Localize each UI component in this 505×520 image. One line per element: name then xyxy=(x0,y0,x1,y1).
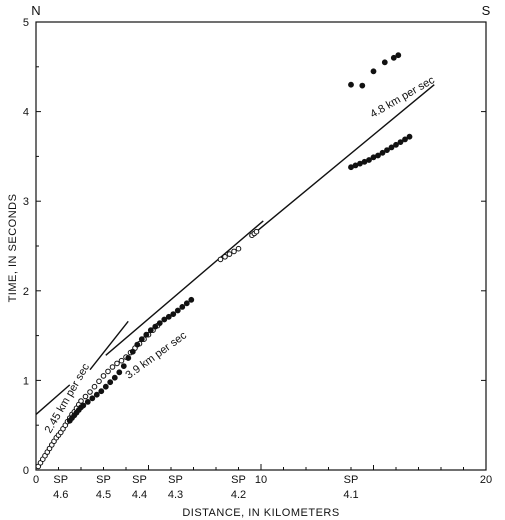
filled-data-point xyxy=(375,152,381,159)
filled-data-point xyxy=(370,68,377,75)
filled-data-point xyxy=(359,82,366,89)
filled-data-point xyxy=(174,307,181,314)
shot-point-label: SP xyxy=(344,474,359,486)
filled-data-point xyxy=(134,341,141,348)
filled-data-point xyxy=(402,136,408,143)
shot-point-number: 4.6 xyxy=(53,489,68,501)
filled-data-point xyxy=(397,139,404,145)
shot-point-label: SP xyxy=(231,474,246,486)
filled-data-point xyxy=(80,402,87,409)
shot-point-number: 4.3 xyxy=(168,489,183,501)
x-axis-title: DISTANCE, IN KILOMETERS xyxy=(182,507,339,519)
filled-data-point xyxy=(384,147,390,153)
x-tick-label: 10 xyxy=(255,474,267,486)
filled-data-point xyxy=(116,369,123,376)
y-tick-label: 5 xyxy=(23,17,29,29)
filled-data-point xyxy=(143,331,150,338)
x-tick-label: 20 xyxy=(480,474,492,486)
y-tick-label: 4 xyxy=(23,107,29,119)
filled-data-point xyxy=(102,383,109,390)
corner-label-north: N xyxy=(31,3,40,18)
open-data-point xyxy=(105,368,111,375)
shot-point-number: 4.2 xyxy=(231,489,246,501)
filled-data-point xyxy=(120,363,127,369)
open-data-point xyxy=(109,364,116,370)
filled-data-point xyxy=(161,316,168,323)
filled-data-point xyxy=(379,149,386,156)
open-data-point xyxy=(226,251,233,257)
open-data-point xyxy=(78,398,84,404)
filled-data-point xyxy=(366,157,372,163)
filled-data-point xyxy=(111,374,118,381)
shot-point-label: SP xyxy=(168,474,183,486)
filled-data-point xyxy=(388,144,395,151)
filled-data-point xyxy=(93,391,100,398)
filled-data-point xyxy=(129,348,136,355)
open-data-point xyxy=(96,378,102,385)
filled-data-point xyxy=(165,313,172,320)
filled-data-point xyxy=(98,388,105,395)
fit-line xyxy=(105,220,264,356)
y-tick-label: 1 xyxy=(23,375,29,387)
filled-data-point xyxy=(89,395,96,402)
filled-data-point xyxy=(393,141,399,148)
open-data-point xyxy=(82,393,89,400)
fit-line-label: 3.9 km per sec xyxy=(124,329,190,381)
filled-data-point xyxy=(170,311,177,317)
open-data-point xyxy=(231,248,237,255)
fit-line xyxy=(89,320,129,371)
filled-data-point xyxy=(152,323,159,330)
corner-label-south: S xyxy=(482,3,491,18)
filled-data-point xyxy=(125,355,132,361)
filled-data-point xyxy=(188,296,195,303)
open-data-point xyxy=(235,245,242,252)
filled-data-point xyxy=(84,398,91,405)
shot-point-label: SP xyxy=(132,474,147,486)
open-data-point xyxy=(222,253,228,260)
filled-data-point xyxy=(390,54,397,61)
fit-line-label: 4.8 km per sec xyxy=(368,74,437,121)
open-data-point xyxy=(217,256,224,263)
y-tick-label: 3 xyxy=(23,196,29,208)
open-data-point xyxy=(100,373,107,379)
filled-data-point xyxy=(156,320,163,326)
open-data-point xyxy=(114,360,120,367)
y-tick-label: 0 xyxy=(23,465,29,477)
filled-data-point xyxy=(348,81,354,88)
shot-point-number: 4.5 xyxy=(96,489,111,501)
shot-point-label: SP xyxy=(96,474,111,486)
shot-point-number: 4.1 xyxy=(343,489,358,501)
filled-data-point xyxy=(107,379,114,386)
y-tick-label: 2 xyxy=(23,286,29,298)
filled-data-point xyxy=(406,133,413,140)
open-data-point xyxy=(253,228,260,235)
open-data-point xyxy=(91,383,98,390)
shot-point-number: 4.4 xyxy=(132,489,147,501)
filled-data-point xyxy=(395,52,402,59)
filled-data-point xyxy=(179,303,186,310)
y-axis-title: TIME, IN SECONDS xyxy=(7,194,19,303)
fit-line xyxy=(249,84,435,238)
open-data-point xyxy=(87,389,93,395)
filled-data-point xyxy=(381,59,388,66)
open-data-point xyxy=(118,357,125,364)
shot-point-label: SP xyxy=(53,474,68,486)
x-tick-label: 0 xyxy=(33,474,39,486)
filled-data-point xyxy=(138,336,145,343)
data-points xyxy=(35,52,413,470)
filled-data-point xyxy=(183,300,190,307)
plot-axes: 0 1 2 3 4 5 0 10 20 SP 4.6 SP 4.5 SP 4.4 SP 4.3 SP 4.2 SP 4.… xyxy=(23,17,492,501)
filled-data-point xyxy=(147,327,154,334)
fit-line xyxy=(35,384,71,415)
